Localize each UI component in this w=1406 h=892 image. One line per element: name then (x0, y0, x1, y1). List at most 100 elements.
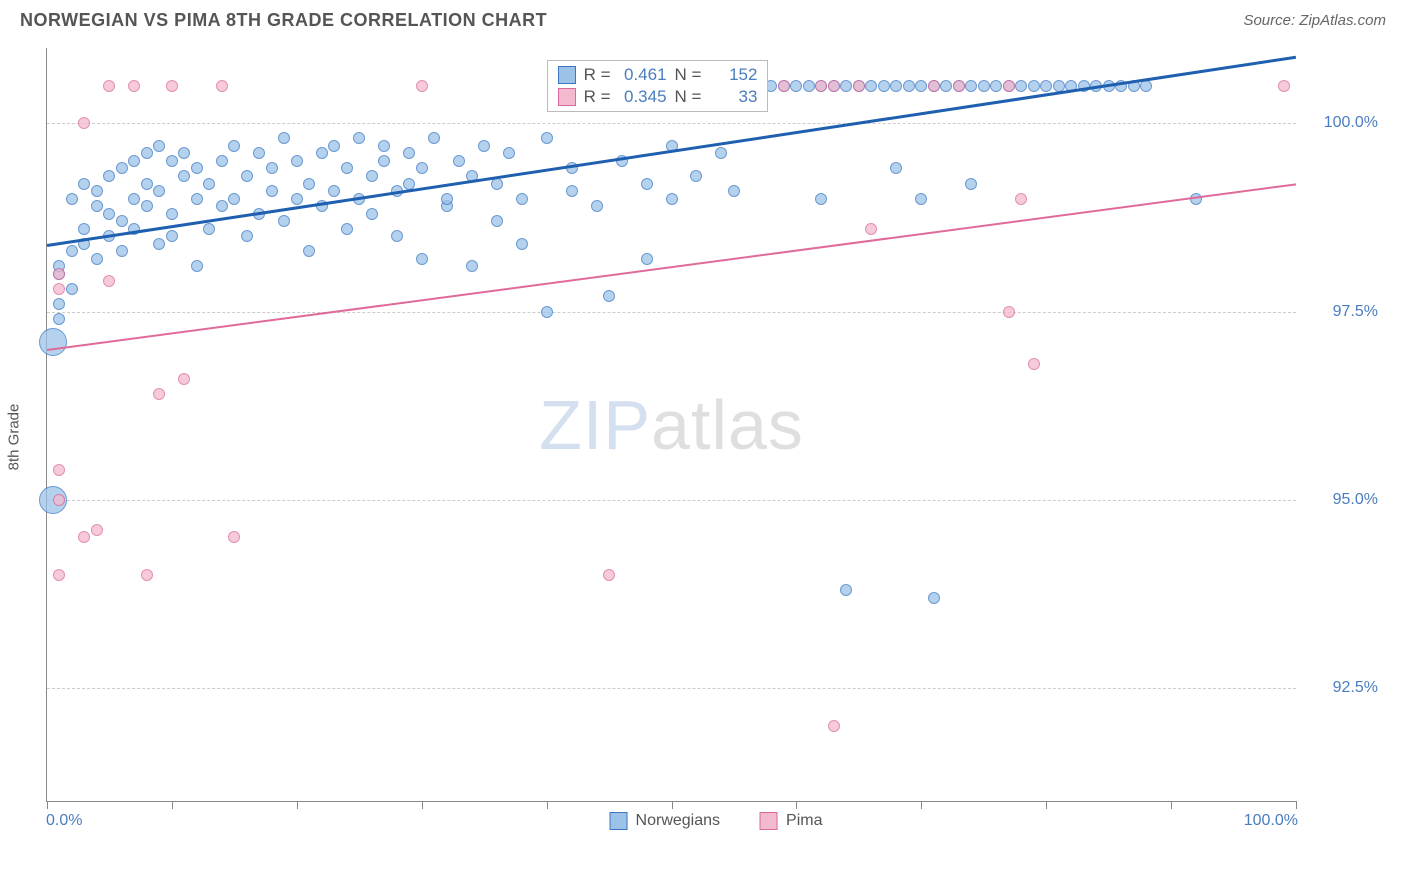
scatter-point (53, 569, 65, 581)
scatter-point (815, 193, 827, 205)
scatter-point (915, 80, 927, 92)
scatter-point (291, 193, 303, 205)
scatter-point (541, 306, 553, 318)
scatter-point (516, 193, 528, 205)
y-axis-title: 8th Grade (6, 404, 23, 471)
series-swatch (558, 88, 576, 106)
scatter-point (478, 140, 490, 152)
scatter-point (178, 170, 190, 182)
trend-line (47, 184, 1296, 352)
scatter-point (91, 253, 103, 265)
scatter-point (116, 162, 128, 174)
chart-title: NORWEGIAN VS PIMA 8TH GRADE CORRELATION … (20, 10, 547, 31)
stat-n-value: 33 (709, 87, 757, 107)
scatter-point (1040, 80, 1052, 92)
scatter-point (915, 193, 927, 205)
scatter-point (1028, 80, 1040, 92)
scatter-point (278, 215, 290, 227)
scatter-point (266, 185, 278, 197)
scatter-point (153, 185, 165, 197)
scatter-point (66, 283, 78, 295)
scatter-point (1003, 306, 1015, 318)
scatter-point (828, 80, 840, 92)
scatter-point (566, 185, 578, 197)
scatter-point (103, 275, 115, 287)
source-label: Source: ZipAtlas.com (1243, 12, 1386, 29)
y-tick-label: 95.0% (1333, 491, 1378, 509)
scatter-point (366, 170, 378, 182)
x-tick (1171, 801, 1172, 809)
scatter-point (191, 193, 203, 205)
scatter-point (141, 147, 153, 159)
x-axis-label-min: 0.0% (46, 812, 82, 830)
legend-label: Norwegians (636, 812, 720, 830)
stat-n-label: N = (675, 87, 702, 107)
scatter-point (1015, 80, 1027, 92)
scatter-point (840, 584, 852, 596)
series-swatch (558, 66, 576, 84)
x-tick (172, 801, 173, 809)
scatter-point (978, 80, 990, 92)
scatter-point (641, 253, 653, 265)
scatter-point (828, 720, 840, 732)
scatter-point (953, 80, 965, 92)
scatter-point (116, 215, 128, 227)
scatter-point (103, 208, 115, 220)
scatter-point (928, 80, 940, 92)
scatter-point (166, 230, 178, 242)
scatter-point (1278, 80, 1290, 92)
scatter-point (928, 592, 940, 604)
scatter-point (541, 132, 553, 144)
scatter-point (890, 80, 902, 92)
scatter-point (178, 147, 190, 159)
scatter-point (266, 162, 278, 174)
scatter-point (228, 531, 240, 543)
scatter-point (853, 80, 865, 92)
scatter-point (166, 208, 178, 220)
scatter-point (53, 268, 65, 280)
x-tick (47, 801, 48, 809)
scatter-point (690, 170, 702, 182)
scatter-point (78, 178, 90, 190)
scatter-point (291, 155, 303, 167)
x-tick (921, 801, 922, 809)
legend-item: Norwegians (610, 812, 720, 830)
scatter-point (815, 80, 827, 92)
scatter-point (865, 80, 877, 92)
scatter-point (166, 80, 178, 92)
grid-line (47, 312, 1296, 313)
scatter-point (416, 162, 428, 174)
scatter-point (91, 185, 103, 197)
stat-n-value: 152 (709, 65, 757, 85)
scatter-point (378, 140, 390, 152)
scatter-point (241, 170, 253, 182)
scatter-point (666, 193, 678, 205)
scatter-point (116, 245, 128, 257)
grid-line (47, 688, 1296, 689)
scatter-point (178, 373, 190, 385)
scatter-point (166, 155, 178, 167)
x-tick (1296, 801, 1297, 809)
x-tick (422, 801, 423, 809)
scatter-point (378, 155, 390, 167)
scatter-point (503, 147, 515, 159)
grid-line (47, 500, 1296, 501)
scatter-point (53, 494, 65, 506)
scatter-point (1015, 193, 1027, 205)
stat-r-value: 0.461 (619, 65, 667, 85)
scatter-point (391, 230, 403, 242)
grid-line (47, 123, 1296, 124)
stat-r-label: R = (584, 65, 611, 85)
scatter-point (416, 253, 428, 265)
x-tick (796, 801, 797, 809)
scatter-point (940, 80, 952, 92)
scatter-point (903, 80, 915, 92)
scatter-point (216, 155, 228, 167)
scatter-point (491, 215, 503, 227)
stat-r-label: R = (584, 87, 611, 107)
scatter-point (416, 80, 428, 92)
scatter-point (153, 388, 165, 400)
scatter-point (1003, 80, 1015, 92)
scatter-point (191, 260, 203, 272)
scatter-point (353, 132, 365, 144)
